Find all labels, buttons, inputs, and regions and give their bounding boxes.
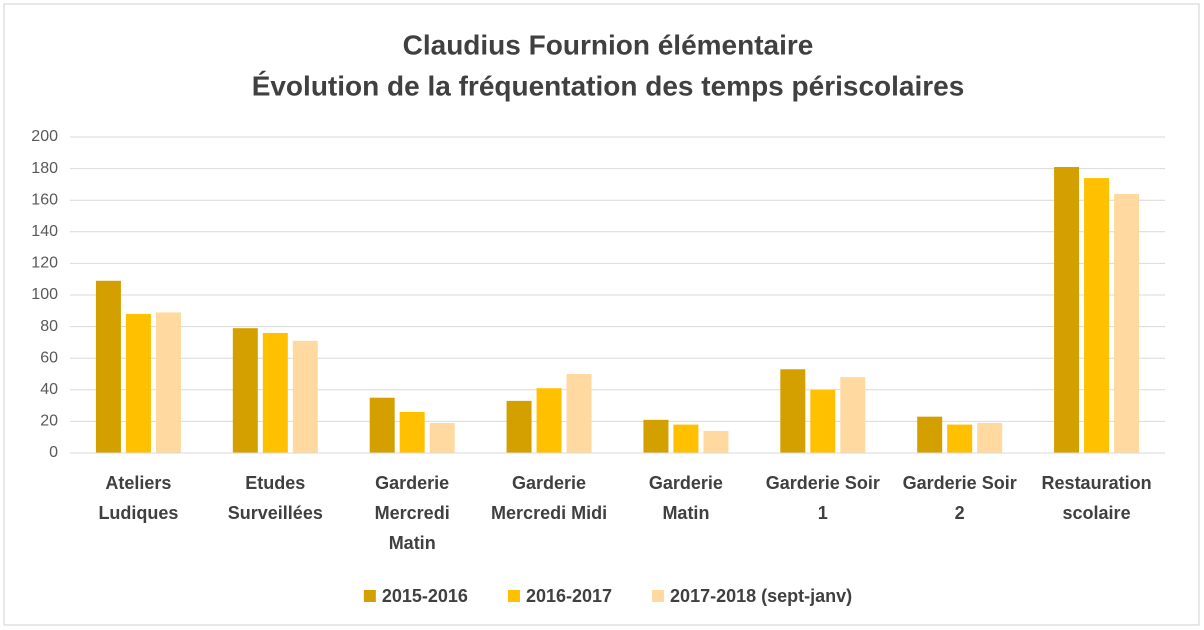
y-tick-label: 40 <box>40 381 58 398</box>
bar <box>1054 167 1080 453</box>
bar <box>566 374 592 453</box>
chart-title: Évolution de la fréquentation des temps … <box>252 70 965 101</box>
x-tick-label: Garderie Matin <box>649 473 723 523</box>
bar <box>232 328 258 453</box>
y-tick-label: 140 <box>31 223 58 240</box>
legend-label: 2016-2017 <box>526 586 612 606</box>
bar <box>155 312 181 453</box>
x-tick-label: Etudes Surveillées <box>228 473 323 523</box>
y-tick-label: 180 <box>31 160 58 177</box>
y-tick-label: 20 <box>40 413 58 430</box>
bar <box>399 411 425 453</box>
legend-swatch <box>507 590 520 602</box>
x-tick-label: Garderie Mercredi Midi <box>491 473 607 523</box>
bar <box>643 419 669 453</box>
bar <box>429 422 455 453</box>
bar <box>369 397 395 453</box>
bar <box>536 388 562 453</box>
legend-label: 2015-2016 <box>382 586 468 606</box>
bar <box>947 424 973 453</box>
bar <box>125 313 151 453</box>
x-tick-label: Ateliers Ludiques <box>98 473 178 523</box>
bar <box>673 424 699 453</box>
legend-swatch <box>363 590 376 602</box>
y-tick-label: 120 <box>31 255 58 272</box>
x-tick-label: Garderie Soir 2 <box>903 473 1017 523</box>
y-tick-label: 0 <box>49 444 58 461</box>
x-tick-label: Garderie Soir 1 <box>766 473 880 523</box>
bar <box>810 389 836 453</box>
bar <box>506 400 532 453</box>
chart-border <box>3 3 1200 626</box>
bar <box>262 332 288 453</box>
bar <box>292 340 318 453</box>
bar <box>95 280 121 453</box>
y-tick-label: 200 <box>31 128 58 145</box>
legend-label: 2017-2018 (sept-janv) <box>670 586 852 606</box>
y-tick-label: 80 <box>40 318 58 335</box>
legend-swatch <box>652 590 665 602</box>
x-tick-label: Garderie Mercredi Matin <box>375 473 450 553</box>
bar <box>917 416 943 453</box>
bar <box>1084 178 1110 453</box>
bar <box>703 430 729 453</box>
y-tick-label: 60 <box>40 349 58 366</box>
y-tick-label: 100 <box>31 286 58 303</box>
bar <box>780 369 806 453</box>
bar <box>977 422 1003 453</box>
y-tick-label: 160 <box>31 191 58 208</box>
x-tick-label: Restauration scolaire <box>1042 473 1152 523</box>
bar <box>1114 193 1140 453</box>
chart-title: Claudius Fournion élémentaire <box>403 29 814 60</box>
bar <box>840 377 866 453</box>
